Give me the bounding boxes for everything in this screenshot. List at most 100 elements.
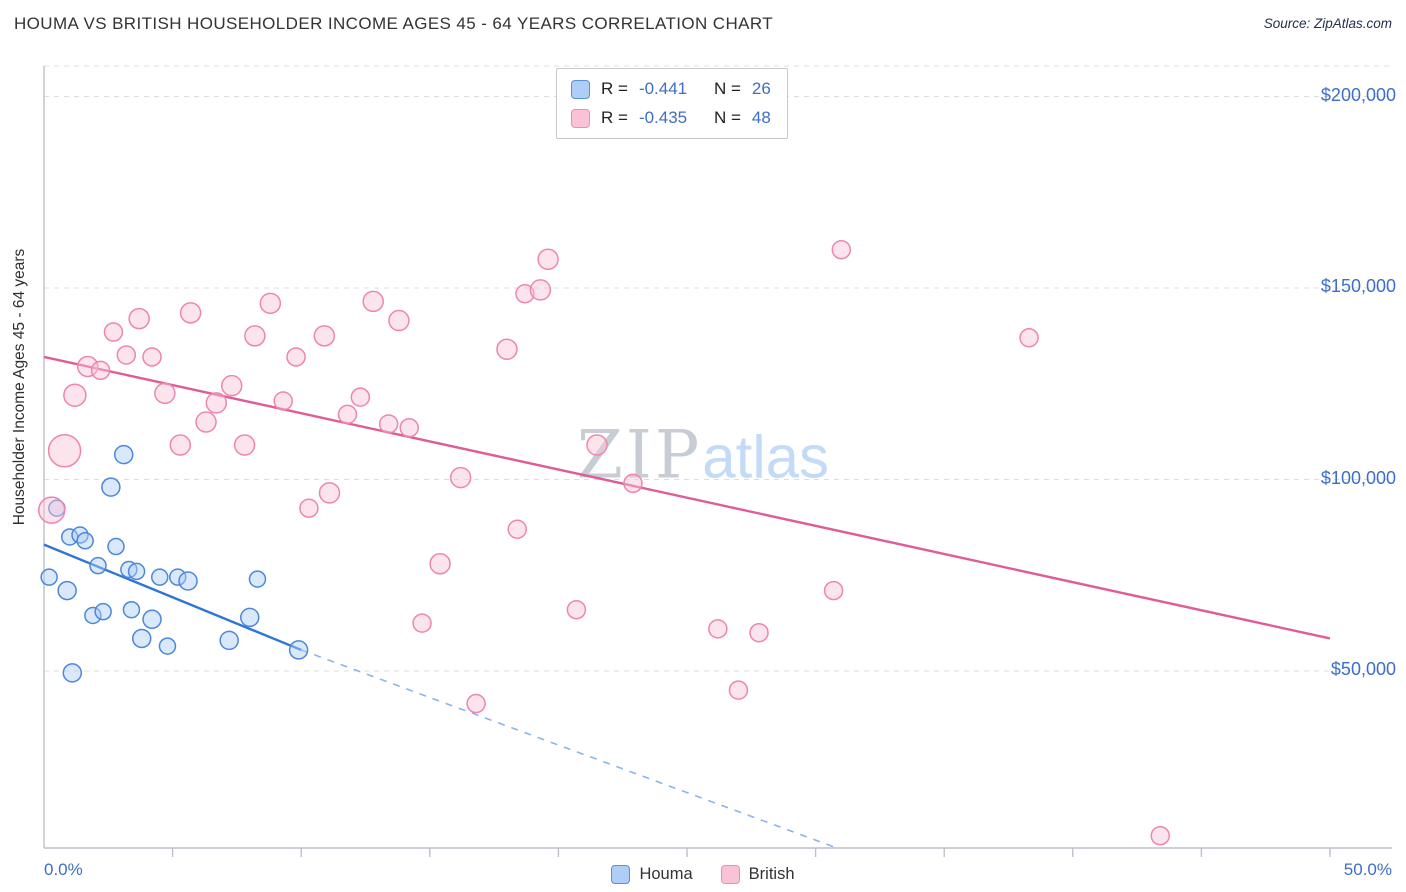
british-legend-swatch <box>571 108 590 128</box>
british-point <box>76 355 99 378</box>
trend-lines <box>43 355 1331 850</box>
british-point <box>63 383 87 407</box>
british-point <box>286 347 306 367</box>
british-point <box>362 290 384 313</box>
british-point <box>179 302 202 324</box>
british-point <box>244 325 266 347</box>
british-point <box>318 482 341 504</box>
houma-n-value: 26 <box>751 79 771 98</box>
houma-n-label: N = <box>713 79 741 98</box>
british-point <box>169 434 192 456</box>
houma-series-swatch <box>611 865 631 884</box>
houma-r-value: -0.441 <box>638 79 688 98</box>
british-point <box>529 279 552 301</box>
legend-row-british: R = -0.435 N = 48 <box>571 108 771 128</box>
british-point <box>103 322 124 342</box>
british-point <box>195 411 217 433</box>
british-point <box>412 613 432 633</box>
british-point <box>708 619 728 639</box>
british-point <box>1019 328 1039 348</box>
british-point <box>37 496 66 524</box>
british-point <box>90 360 111 381</box>
british-point <box>378 414 399 434</box>
british-point <box>299 498 319 518</box>
british-point <box>507 519 527 540</box>
houma-point <box>122 600 141 619</box>
british-n-value: 48 <box>751 108 771 127</box>
british-point <box>128 307 150 330</box>
houma-r-label: R = <box>601 79 628 98</box>
british-point <box>116 345 137 365</box>
british-point <box>47 434 82 468</box>
british-point <box>350 387 371 407</box>
houma-point <box>101 477 121 497</box>
british-point <box>154 382 176 405</box>
houma-point <box>107 537 125 556</box>
british-series-label: British <box>748 865 795 883</box>
y-axis-tick-label: $50,000 <box>1330 659 1396 679</box>
houma-points-group <box>40 444 309 683</box>
houma-series-label: Houma <box>639 865 693 883</box>
axes <box>43 66 1392 857</box>
british-point <box>273 391 293 411</box>
british-point <box>259 292 282 315</box>
y-axis-tick-label: $200,000 <box>1320 84 1396 105</box>
british-point <box>142 347 162 367</box>
page-title: HOUMA VS BRITISH HOUSEHOLDER INCOME AGES… <box>14 14 774 33</box>
gridlines <box>44 65 1392 672</box>
british-point <box>466 693 486 714</box>
british-point <box>205 392 228 414</box>
houma-point <box>89 556 107 575</box>
legend-item-british: British <box>720 865 795 884</box>
houma-point <box>131 628 152 649</box>
houma-point <box>127 562 146 581</box>
british-n-label: N = <box>713 108 741 127</box>
houma-point <box>62 663 83 683</box>
british-point <box>566 599 587 620</box>
british-point <box>233 434 256 456</box>
houma-point <box>142 609 162 630</box>
british-point <box>831 239 852 260</box>
houma-point <box>94 602 112 621</box>
british-point <box>221 374 243 397</box>
y-axis-tick-label: $100,000 <box>1320 467 1396 488</box>
british-point <box>537 248 559 271</box>
houma-point <box>288 640 309 660</box>
british-point <box>313 325 336 347</box>
british-r-label: R = <box>601 108 628 127</box>
british-point <box>623 473 643 494</box>
correlation-legend-box: R = -0.441 N = 26 R = -0.435 N = 48 <box>556 68 788 139</box>
british-points-group <box>37 239 1170 846</box>
houma-point <box>84 606 102 625</box>
houma-point <box>113 444 134 465</box>
y-axis-tick-label: $150,000 <box>1320 276 1396 296</box>
british-point <box>399 418 419 438</box>
british-point <box>823 580 844 601</box>
x-axis-tick-label-min: 0.0% <box>44 860 83 879</box>
british-point <box>449 466 472 489</box>
british-point <box>388 309 410 332</box>
source-attribution: Source: ZipAtlas.com <box>1263 16 1392 31</box>
british-point <box>337 404 358 425</box>
data-points <box>37 239 1170 846</box>
british-point <box>728 680 749 700</box>
series-legend: Houma British <box>0 865 1406 884</box>
houma-legend-swatch <box>571 79 590 99</box>
houma-point <box>178 571 198 591</box>
houma-point <box>219 630 239 651</box>
houma-point <box>158 637 177 655</box>
british-point <box>496 338 518 361</box>
legend-row-houma: R = -0.441 N = 26 <box>571 79 771 99</box>
houma-point <box>40 568 58 586</box>
houma-point <box>150 568 169 586</box>
houma-point <box>240 607 260 628</box>
british-point <box>429 553 451 575</box>
x-axis-tick-label-max: 50.0% <box>1343 860 1392 879</box>
houma-point <box>76 532 94 550</box>
british-series-swatch <box>720 865 740 884</box>
legend-item-houma: Houma <box>611 865 693 884</box>
british-r-value: -0.435 <box>638 108 688 127</box>
british-point <box>586 434 608 456</box>
